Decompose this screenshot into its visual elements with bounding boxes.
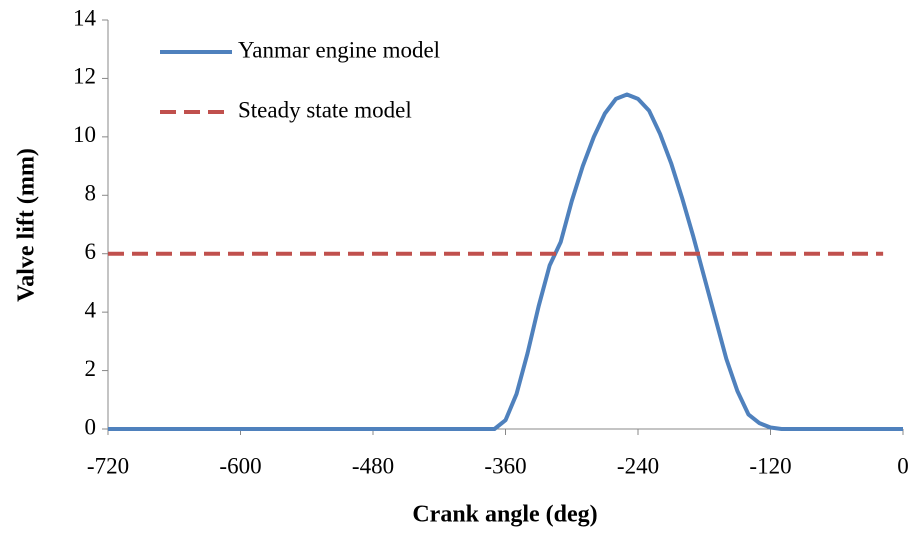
y-tick-label: 0 — [85, 414, 97, 439]
x-tick-label: -600 — [219, 453, 261, 478]
x-axis-title: Crank angle (deg) — [412, 502, 597, 528]
legend-label: Yanmar engine model — [238, 37, 440, 62]
x-tick-label: -240 — [617, 453, 659, 478]
y-tick-label: 6 — [85, 239, 97, 264]
y-tick-label: 4 — [85, 297, 97, 322]
x-tick-label: -360 — [484, 453, 526, 478]
legend-label: Steady state model — [238, 97, 412, 122]
x-tick-label: -720 — [87, 453, 129, 478]
y-tick-label: 2 — [85, 356, 97, 381]
x-tick-label: -120 — [749, 453, 791, 478]
y-axis-title: Valve lift (mm) — [14, 148, 40, 302]
y-tick-label: 8 — [85, 181, 97, 206]
y-tick-label: 12 — [73, 64, 96, 89]
y-tick-label: 14 — [73, 5, 97, 30]
y-tick-label: 10 — [73, 122, 96, 147]
series-line — [108, 92, 903, 431]
x-tick-label: 0 — [897, 453, 909, 478]
x-tick-label: -480 — [352, 453, 394, 478]
